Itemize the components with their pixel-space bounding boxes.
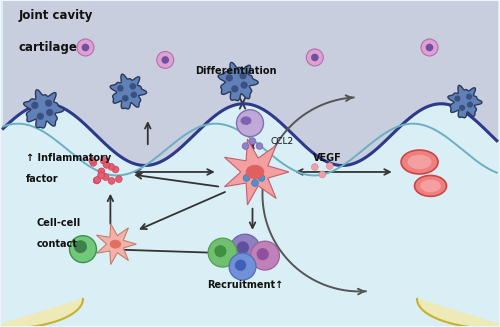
Circle shape	[256, 143, 263, 149]
Circle shape	[70, 236, 96, 263]
Circle shape	[250, 241, 280, 270]
Text: VEGF: VEGF	[313, 153, 342, 163]
Circle shape	[466, 94, 472, 100]
Circle shape	[98, 168, 105, 175]
Ellipse shape	[414, 176, 446, 196]
Circle shape	[242, 143, 249, 149]
Polygon shape	[218, 62, 258, 101]
Ellipse shape	[401, 150, 438, 174]
Circle shape	[130, 83, 136, 90]
Polygon shape	[417, 299, 500, 327]
Polygon shape	[224, 139, 289, 205]
Circle shape	[88, 157, 96, 164]
Circle shape	[74, 240, 87, 253]
Circle shape	[236, 241, 249, 254]
Circle shape	[77, 39, 94, 56]
Circle shape	[46, 109, 54, 116]
Circle shape	[229, 253, 256, 280]
Circle shape	[226, 74, 233, 81]
Circle shape	[112, 166, 119, 173]
Circle shape	[256, 248, 269, 260]
Circle shape	[98, 172, 104, 179]
Circle shape	[157, 51, 174, 68]
Polygon shape	[0, 299, 83, 327]
Polygon shape	[448, 85, 482, 118]
Circle shape	[36, 113, 44, 120]
Circle shape	[31, 102, 38, 109]
Text: factor: factor	[26, 174, 58, 184]
Circle shape	[208, 238, 237, 267]
Circle shape	[45, 99, 52, 107]
Circle shape	[108, 164, 114, 170]
Circle shape	[117, 85, 123, 92]
Circle shape	[312, 164, 318, 170]
Circle shape	[230, 234, 260, 264]
Circle shape	[102, 174, 109, 181]
Circle shape	[454, 95, 460, 102]
Circle shape	[326, 163, 333, 169]
Circle shape	[214, 245, 226, 257]
Circle shape	[103, 162, 110, 168]
Circle shape	[90, 160, 96, 166]
Ellipse shape	[408, 155, 432, 169]
Circle shape	[467, 101, 473, 108]
Circle shape	[82, 44, 90, 51]
Circle shape	[235, 260, 246, 271]
Circle shape	[231, 85, 238, 93]
Text: contact: contact	[36, 239, 78, 249]
Ellipse shape	[420, 180, 441, 192]
Circle shape	[240, 72, 246, 79]
Circle shape	[459, 105, 465, 111]
Circle shape	[116, 176, 122, 182]
Circle shape	[100, 157, 107, 164]
Circle shape	[243, 175, 250, 181]
Circle shape	[93, 177, 100, 184]
Circle shape	[94, 177, 101, 183]
Circle shape	[162, 56, 169, 64]
Text: Differentiation: Differentiation	[196, 66, 277, 77]
Text: Cell-cell: Cell-cell	[36, 218, 81, 228]
Text: Joint cavity: Joint cavity	[18, 9, 92, 22]
Text: CCL2: CCL2	[271, 137, 294, 146]
Ellipse shape	[110, 240, 121, 249]
Text: Recruitment↑: Recruitment↑	[207, 281, 283, 290]
Circle shape	[236, 110, 264, 137]
Circle shape	[249, 138, 256, 145]
Text: cartilage: cartilage	[18, 41, 77, 54]
Circle shape	[426, 44, 434, 51]
Circle shape	[311, 54, 318, 61]
Polygon shape	[24, 90, 64, 128]
Circle shape	[108, 178, 115, 184]
Circle shape	[421, 39, 438, 56]
Text: ↑ Inflammatory: ↑ Inflammatory	[26, 153, 111, 163]
Polygon shape	[96, 224, 136, 265]
Circle shape	[122, 95, 128, 102]
Circle shape	[258, 175, 265, 181]
Circle shape	[319, 171, 326, 178]
Circle shape	[130, 92, 137, 98]
Circle shape	[306, 49, 324, 66]
Ellipse shape	[246, 165, 264, 179]
Circle shape	[240, 81, 248, 89]
Circle shape	[252, 180, 258, 186]
Ellipse shape	[240, 116, 252, 125]
Polygon shape	[110, 74, 146, 109]
